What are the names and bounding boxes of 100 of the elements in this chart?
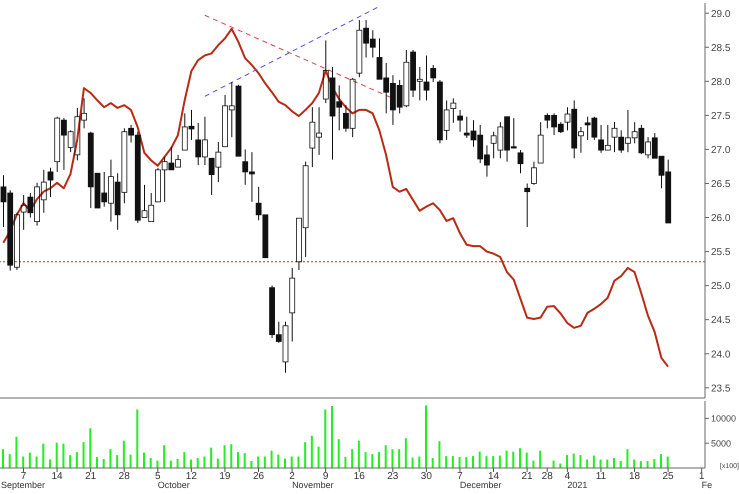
- bar: [143, 452, 145, 468]
- bar: [130, 454, 132, 468]
- x-tick-label: 16: [354, 471, 366, 482]
- bar: [96, 457, 98, 468]
- x-tick-label: 14: [488, 471, 500, 482]
- line-series: [2, 28, 670, 368]
- bar: [371, 454, 374, 468]
- x-tick-label: 18: [628, 471, 640, 482]
- x-tick-label: 4: [564, 471, 571, 482]
- bar: [600, 460, 602, 468]
- y-tick-label: 25.5: [711, 247, 731, 258]
- bar: [620, 461, 622, 468]
- x-tick-label: 19: [219, 471, 231, 482]
- bar: [216, 458, 219, 468]
- bar: [364, 452, 367, 468]
- bar: [458, 457, 461, 468]
- x-tick-label: 11: [596, 471, 607, 482]
- bar: [183, 452, 186, 468]
- x-tick-label: 26: [252, 471, 264, 482]
- x-tick-label: 12: [186, 471, 198, 482]
- bar: [586, 460, 588, 468]
- bar: [102, 459, 105, 468]
- bar: [412, 458, 414, 468]
- y-tick-label: 28.0: [711, 76, 731, 88]
- bar: [532, 460, 534, 468]
- bar: [318, 446, 320, 468]
- text: Fe: [702, 480, 712, 490]
- bar: [526, 452, 528, 468]
- bar: [15, 436, 18, 468]
- bar: [660, 454, 662, 468]
- bar: [606, 460, 608, 468]
- x-tick-label: 14: [52, 471, 64, 482]
- bar: [351, 449, 354, 468]
- bar: [62, 444, 64, 468]
- bar: [398, 449, 400, 468]
- x-tick-label: 9: [322, 471, 329, 482]
- y-tick-label: 29.0: [711, 8, 731, 20]
- bar: [224, 445, 226, 468]
- bar: [519, 448, 521, 468]
- bar: [89, 428, 92, 468]
- bar: [666, 456, 669, 468]
- bar: [250, 461, 252, 468]
- bar: [438, 441, 440, 468]
- bar: [297, 456, 300, 468]
- bar: [49, 460, 51, 468]
- x-tick-label: 30: [420, 471, 432, 482]
- text: October: [158, 480, 190, 490]
- bar: [566, 455, 568, 468]
- bar: [425, 405, 427, 468]
- bar: [122, 440, 125, 468]
- bar: [244, 453, 246, 468]
- bar: [163, 445, 166, 468]
- bar: [633, 460, 636, 468]
- bar: [277, 454, 280, 468]
- bar: [284, 458, 286, 468]
- bar: [2, 449, 4, 468]
- bar: [190, 460, 192, 468]
- bar: [136, 409, 138, 468]
- bar: [485, 456, 488, 468]
- y-tick-label: 26.5: [711, 179, 731, 190]
- y-tick-label: 24.5: [711, 315, 731, 326]
- candlestick: [524, 182, 530, 228]
- bar: [472, 456, 474, 468]
- bar: [613, 458, 615, 468]
- bar: [344, 457, 346, 468]
- y-tick-label: 10000: [711, 414, 736, 424]
- y-tick-label: 25.0: [711, 281, 731, 292]
- bar: [478, 452, 481, 468]
- text: December: [460, 480, 502, 490]
- bar: [512, 452, 514, 468]
- x-tick-label: 7: [20, 471, 27, 482]
- bar: [358, 440, 360, 468]
- bar: [592, 456, 595, 468]
- bar: [465, 457, 468, 468]
- bar: [452, 456, 454, 468]
- bar: [445, 456, 448, 468]
- bar: [176, 459, 179, 468]
- bar: [418, 456, 420, 468]
- bar: [28, 452, 31, 468]
- text: 2021: [567, 480, 588, 490]
- bar: [384, 445, 387, 468]
- bar: [653, 459, 656, 468]
- bar: [257, 456, 260, 468]
- y-tick-label: 27.0: [711, 144, 731, 156]
- bar: [237, 452, 239, 468]
- bar: [646, 461, 649, 468]
- bar: [290, 456, 293, 468]
- bar: [304, 442, 306, 468]
- bar: [150, 458, 152, 468]
- bar: [404, 438, 407, 468]
- bar: [338, 439, 340, 468]
- y-tick-label: 23.5: [711, 383, 731, 394]
- bar: [210, 448, 212, 468]
- candlestick: [518, 150, 524, 174]
- bar: [331, 406, 333, 468]
- bar: [196, 458, 199, 468]
- bar: [76, 452, 78, 468]
- bar: [324, 409, 326, 468]
- bar: [69, 455, 72, 468]
- bar: [432, 458, 434, 468]
